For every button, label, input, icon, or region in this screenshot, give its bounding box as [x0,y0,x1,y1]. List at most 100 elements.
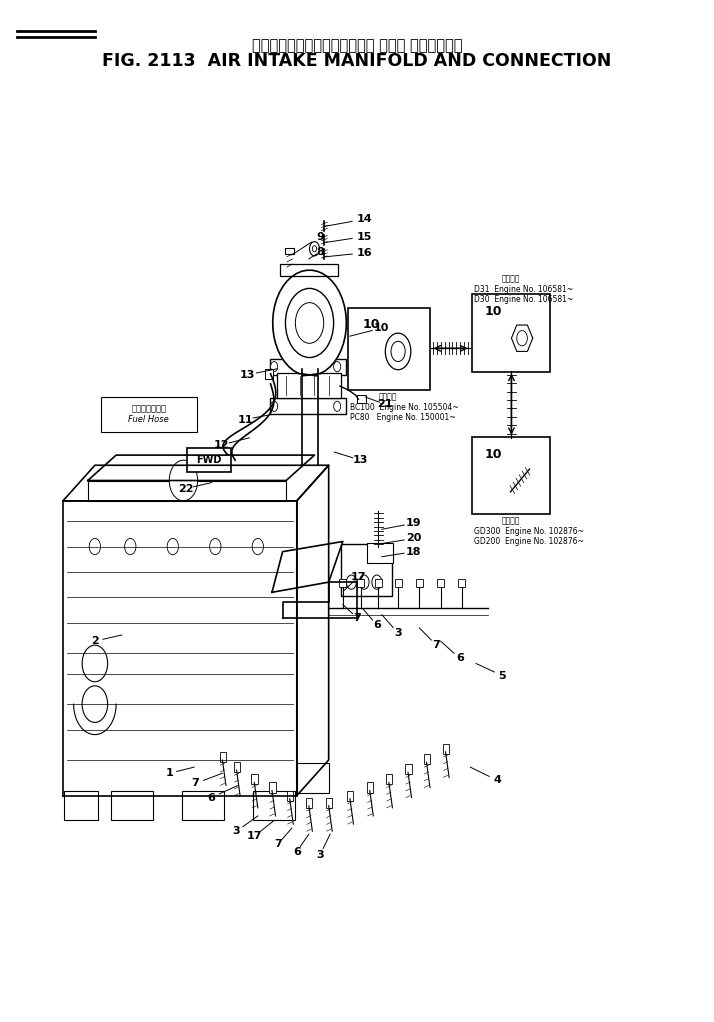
Text: 6: 6 [456,653,463,663]
Bar [347,791,353,800]
Text: FWD: FWD [196,455,221,465]
Text: 3: 3 [233,826,241,836]
Circle shape [271,362,278,372]
Text: GD300  Engine No. 102876~: GD300 Engine No. 102876~ [474,526,584,536]
FancyBboxPatch shape [367,543,393,563]
FancyBboxPatch shape [341,544,393,597]
FancyBboxPatch shape [182,791,223,820]
FancyBboxPatch shape [280,264,338,276]
Circle shape [333,402,341,412]
Bar [458,579,466,588]
FancyBboxPatch shape [111,791,153,820]
Circle shape [517,330,528,345]
Text: 14: 14 [356,215,372,224]
Circle shape [82,645,108,682]
Polygon shape [297,465,328,795]
Text: 7: 7 [273,839,281,849]
Text: 9: 9 [316,232,324,241]
Text: 17: 17 [246,831,262,841]
Circle shape [82,686,108,723]
FancyBboxPatch shape [348,308,430,390]
Circle shape [167,539,178,555]
Bar [357,579,364,588]
Text: 19: 19 [406,518,421,528]
Bar [443,744,449,754]
Circle shape [125,539,136,555]
Bar [367,783,373,792]
Text: GD200  Engine No. 102876~: GD200 Engine No. 102876~ [474,537,584,546]
Polygon shape [63,465,328,501]
Circle shape [333,362,341,372]
Text: FIG. 2113  AIR INTAKE MANIFOLD AND CONNECTION: FIG. 2113 AIR INTAKE MANIFOLD AND CONNEC… [102,52,612,69]
FancyBboxPatch shape [101,398,197,431]
FancyBboxPatch shape [298,763,328,792]
Circle shape [271,402,278,412]
Bar [437,579,444,588]
Text: 20: 20 [406,533,421,544]
Text: 11: 11 [237,415,253,424]
Bar [88,480,286,501]
Text: 6: 6 [207,793,215,802]
Text: 10: 10 [485,448,502,461]
Circle shape [372,575,382,590]
Bar [251,775,258,785]
Bar [423,754,430,764]
Text: 3: 3 [316,849,324,860]
Circle shape [296,303,323,343]
Text: 適用号番: 適用号番 [501,517,520,525]
FancyBboxPatch shape [64,791,99,820]
Text: 17: 17 [351,572,366,583]
FancyBboxPatch shape [277,373,341,399]
Circle shape [391,341,405,362]
Text: 16: 16 [356,247,372,258]
Text: 2: 2 [91,636,99,646]
Circle shape [210,539,221,555]
Bar [326,797,332,807]
Text: 15: 15 [356,232,372,241]
Text: 7: 7 [191,779,199,788]
Text: フュールホース: フュールホース [131,405,166,414]
Text: 適用号番: 適用号番 [379,392,398,402]
Text: 18: 18 [406,547,421,557]
Text: 22: 22 [178,483,193,494]
Bar [287,791,293,800]
Text: 7: 7 [433,640,441,650]
FancyBboxPatch shape [270,399,346,415]
Bar [265,369,273,379]
Bar [375,579,382,588]
Polygon shape [272,542,343,593]
Text: 3: 3 [394,628,402,638]
Bar [416,579,423,588]
Bar [339,579,346,588]
Text: 21: 21 [378,400,393,409]
Polygon shape [283,583,357,617]
Circle shape [310,241,319,256]
Polygon shape [63,501,297,795]
Circle shape [386,333,411,370]
Text: 13: 13 [239,370,255,380]
Bar [286,248,294,253]
Text: D30  Engine No. 106581~: D30 Engine No. 106581~ [474,295,573,305]
Bar [233,762,240,773]
FancyBboxPatch shape [270,359,346,375]
Bar [405,764,411,775]
Circle shape [346,575,356,590]
Circle shape [252,539,263,555]
FancyBboxPatch shape [472,436,550,514]
Bar [220,752,226,762]
Text: D31  Engine No. 106581~: D31 Engine No. 106581~ [474,285,573,294]
Text: 10: 10 [485,306,502,318]
Text: 6: 6 [293,846,301,856]
Bar [395,579,402,588]
Text: 5: 5 [498,670,506,681]
Text: 6: 6 [373,619,381,630]
Bar [386,775,393,785]
FancyBboxPatch shape [472,294,550,372]
Text: 7: 7 [353,613,361,622]
Text: 12: 12 [213,439,228,450]
Polygon shape [88,455,314,480]
Text: Fuel Hose: Fuel Hose [129,415,169,424]
Polygon shape [302,369,318,465]
Circle shape [312,245,316,251]
Polygon shape [511,325,533,352]
